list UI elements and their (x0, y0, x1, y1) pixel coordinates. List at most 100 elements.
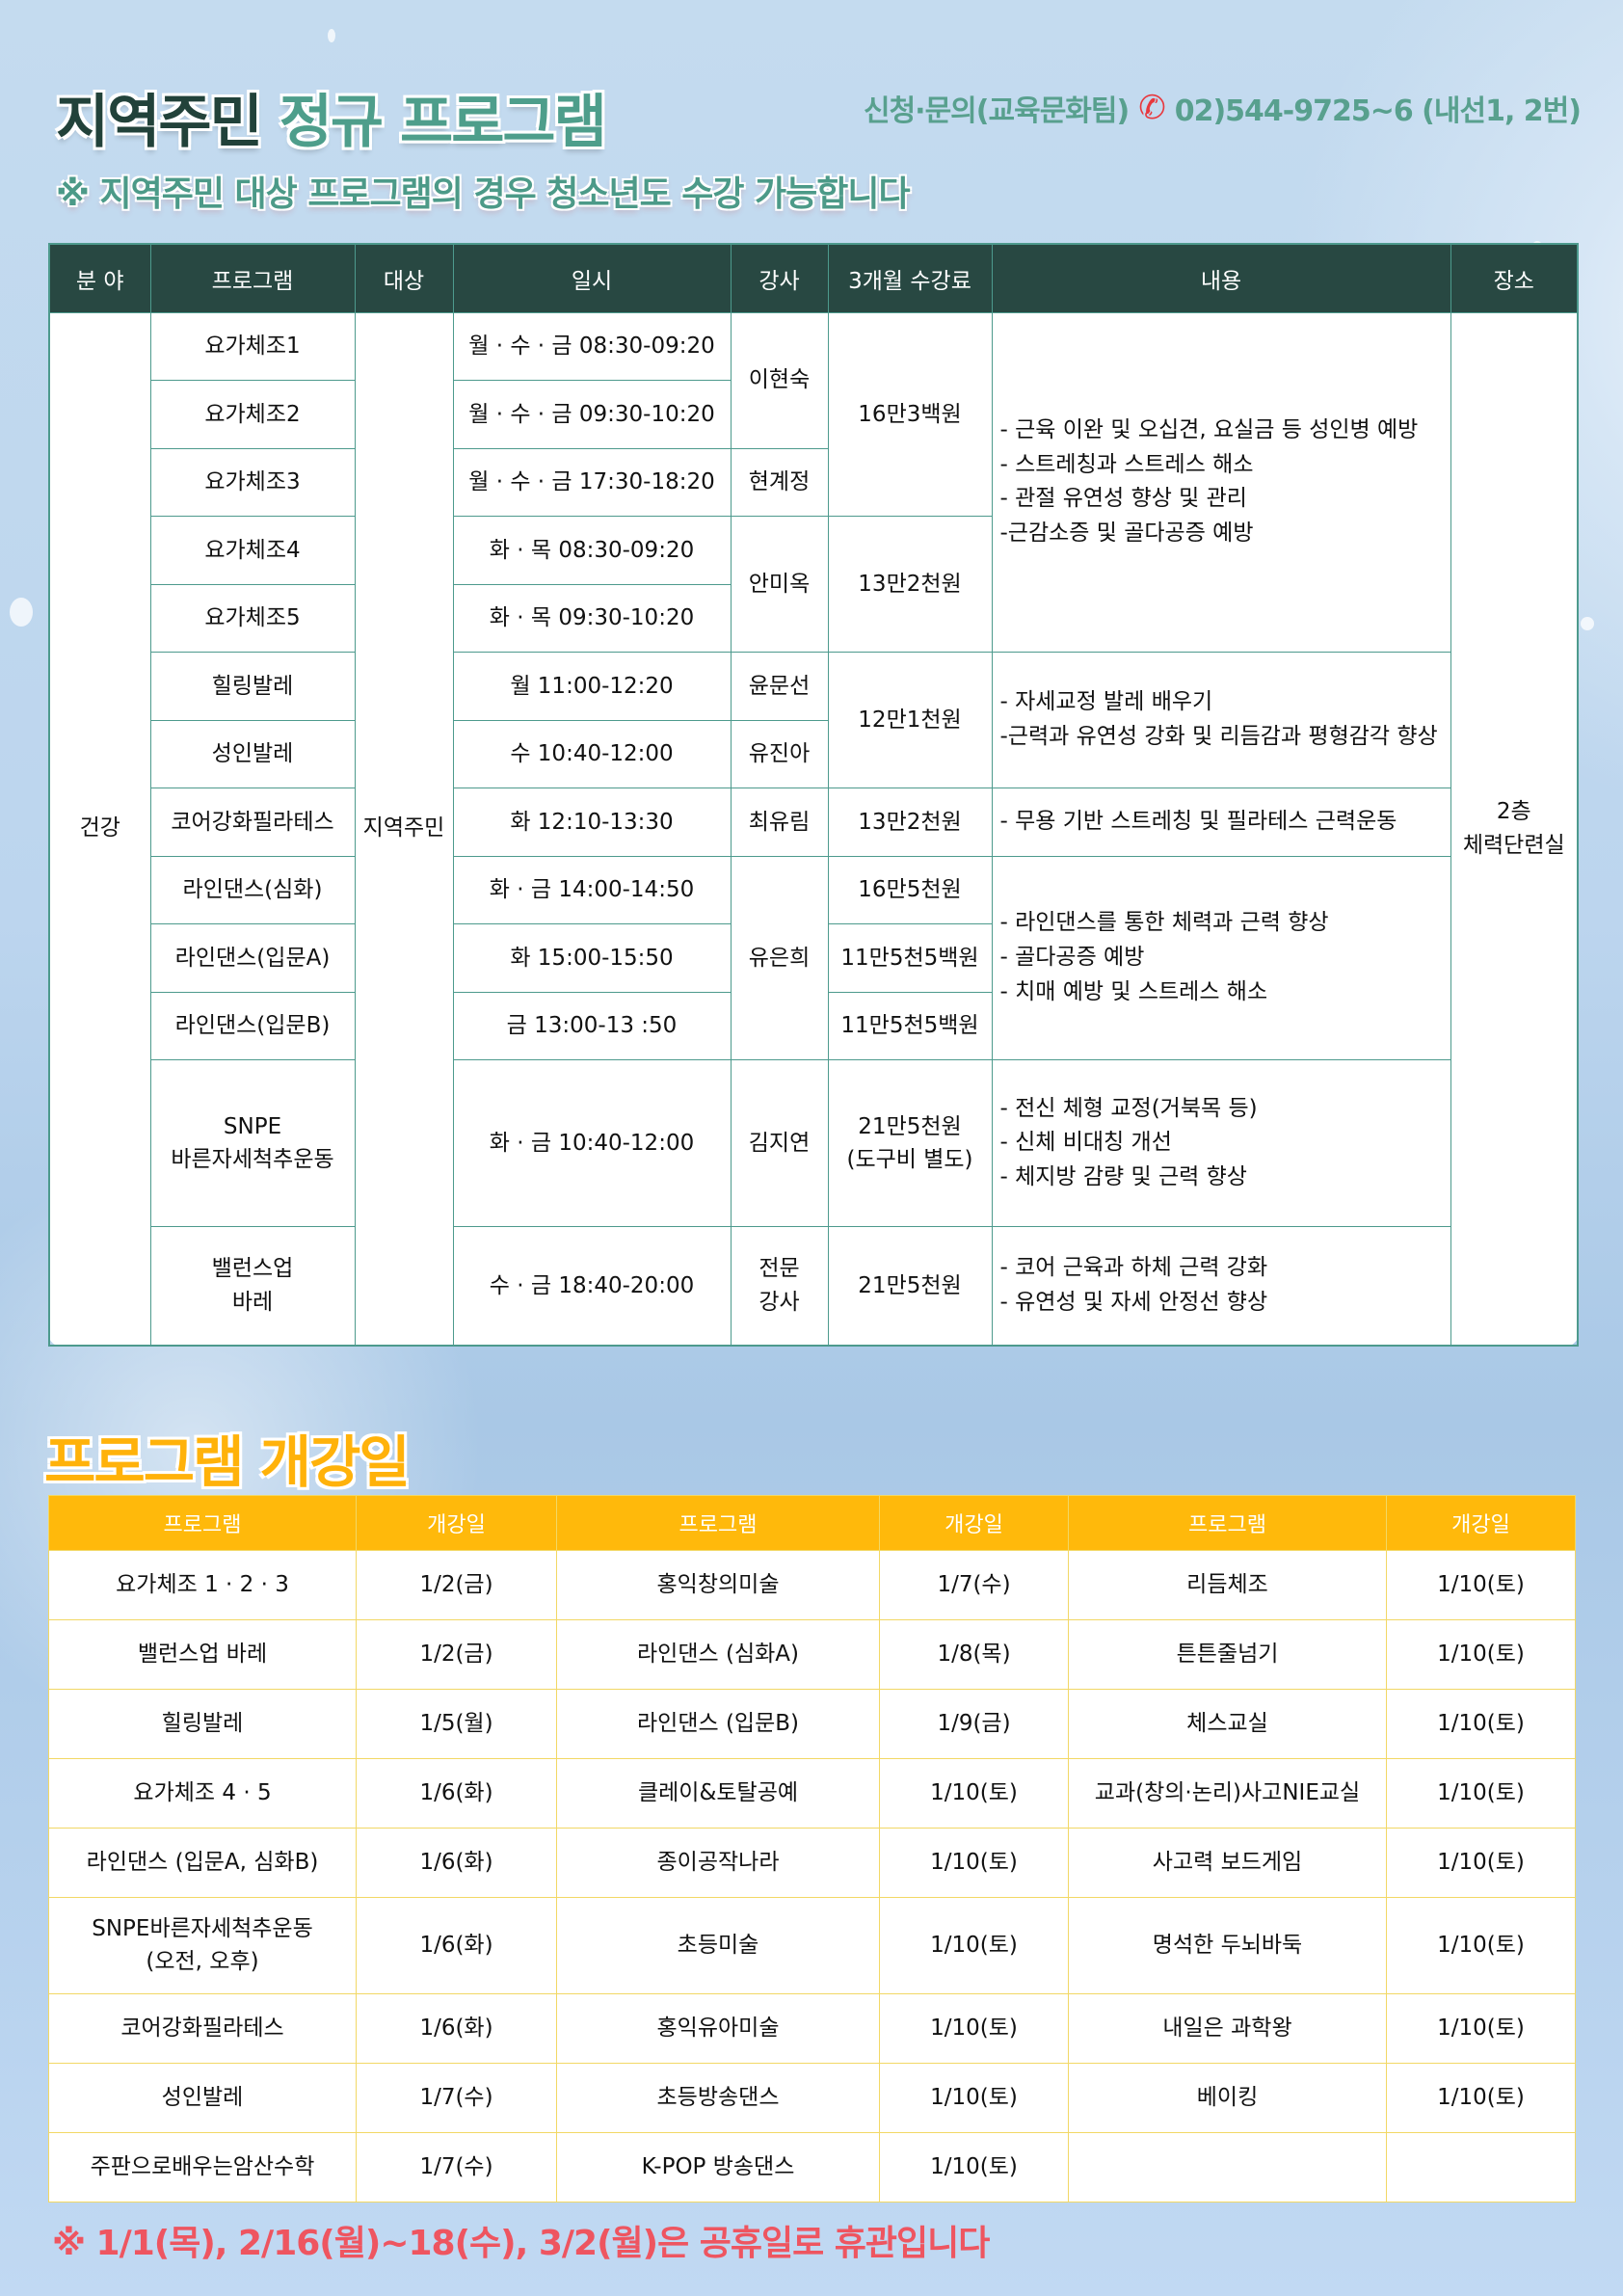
program-cell: 코어강화필라테스 (149, 788, 356, 857)
contact-info: 신청·문의(교육문화팀) ✆ 02)544-9725~6 (내선1, 2번) (864, 87, 1582, 129)
table-row: SNPE 바른자세척추운동 화 · 금 10:40-12:00 김지연 21만5… (49, 1059, 1578, 1227)
opening-date-cell: 1/10(토) (879, 1758, 1069, 1829)
schedule-table: 분 야 프로그램 대상 일시 강사 3개월 수강료 내용 장소 건강 요가체조1… (48, 243, 1579, 1347)
opening-date-cell: 1/10(토) (1386, 1828, 1576, 1898)
time-cell: 화 · 금 14:00-14:50 (452, 855, 732, 924)
program-cell: 힐링발레 (48, 1689, 357, 1759)
fee-cell: 21만5천원 (827, 1226, 993, 1346)
opening-date-cell: 1/2(금) (356, 1619, 557, 1690)
time-cell: 화 · 목 08:30-09:20 (452, 516, 732, 585)
time-cell: 수 10:40-12:00 (452, 719, 732, 788)
column-header: 개강일 (1386, 1495, 1576, 1551)
opening-date-cell: 1/10(토) (1386, 1897, 1576, 1994)
place-cell: 2층 체력단련실 (1450, 311, 1579, 1346)
column-header: 프로그램 (1068, 1495, 1387, 1551)
table-row: 코어강화필라테스 1/6(화) 홍익유아미술 1/10(토) 내일은 과학왕 1/10(토… (48, 1993, 1576, 2064)
holiday-notice: ※ 1/1(목), 2/16(월)~18(수), 3/2(월)은 공휴일로 휴관… (52, 2224, 990, 2263)
table-row: 라인댄스(입문B) 금 13:00-13 :50 11만5천5백원 (49, 991, 1578, 1060)
table-header-row: 프로그램 개강일 프로그램 개강일 프로그램 개강일 (48, 1495, 1576, 1551)
instructor-cell: 윤문선 (730, 652, 829, 721)
opening-date-cell: 1/10(토) (879, 2132, 1069, 2203)
program-cell: 요가체조3 (149, 447, 356, 517)
opening-date-cell: 1/10(토) (1386, 1758, 1576, 1829)
opening-date-cell: 1/6(화) (356, 1897, 557, 1994)
table-row: 요가체조4 화 · 목 08:30-09:20 안미옥 13만2천원 (49, 516, 1578, 653)
table-row: 요가체조3 월 · 수 · 금 17:30-18:20 현계정 (49, 447, 1578, 517)
opening-date-cell: 1/10(토) (1386, 1619, 1576, 1690)
program-cell: 라인댄스 (입문A, 심화B) (48, 1828, 357, 1898)
program-cell: 사고력 보드게임 (1068, 1828, 1387, 1898)
instructor-cell: 전문 강사 (730, 1226, 829, 1346)
opening-date-cell: 1/10(토) (1386, 1689, 1576, 1759)
target-cell: 지역주민 (354, 311, 454, 1346)
opening-date-cell: 1/10(토) (1386, 1550, 1576, 1620)
column-header: 분 야 (48, 243, 151, 313)
snow-decoration (328, 29, 335, 42)
program-cell: 요가체조 4 · 5 (48, 1758, 357, 1829)
program-cell: 요가체조2 (149, 380, 356, 449)
program-cell: 요가체조5 (149, 583, 356, 653)
fee-cell: 12만1천원 (827, 652, 993, 788)
content-cell: - 전신 체형 교정(거북목 등) - 신체 비대칭 개선 - 체지방 감량 및… (991, 1059, 1451, 1227)
time-cell: 수 · 금 18:40-20:00 (452, 1226, 732, 1346)
table-row: SNPE바른자세척추운동 (오전, 오후) 1/6(화) 초등미술 1/10(토) 명석… (48, 1897, 1576, 1994)
instructor-cell: 안미옥 (730, 516, 829, 653)
program-cell: K-POP 방송댄스 (556, 2132, 880, 2203)
opening-date-cell: 1/10(토) (879, 2063, 1069, 2133)
table-row: 라인댄스(입문A) 화 15:00-15:50 11만5천5백원 (49, 923, 1578, 993)
program-cell: 성인발레 (48, 2063, 357, 2133)
program-cell: 튼튼줄넘기 (1068, 1619, 1387, 1690)
opening-date-cell: 1/6(화) (356, 1993, 557, 2064)
field-cell: 건강 (48, 311, 151, 1346)
table-row: 요가체조 1 · 2 · 3 1/2(금) 홍익창의미술 1/7(수) 리듬체조 1/10… (48, 1550, 1576, 1620)
time-cell: 월 · 수 · 금 17:30-18:20 (452, 447, 732, 517)
fee-cell: 21만5천원 (도구비 별도) (827, 1059, 993, 1227)
program-cell: 클레이&토탈공예 (556, 1758, 880, 1829)
column-header: 강사 (730, 243, 829, 313)
opening-date-cell: 1/2(금) (356, 1550, 557, 1620)
program-cell: 코어강화필라테스 (48, 1993, 357, 2064)
opening-date-cell: 1/8(목) (879, 1619, 1069, 1690)
table-row: 밸런스업 바레 수 · 금 18:40-20:00 전문 강사 21만5천원 -… (49, 1226, 1578, 1346)
content-cell: - 자세교정 발레 배우기 -근력과 유연성 강화 및 리듬감과 평형감각 향상 (991, 652, 1451, 788)
content-cell: - 코어 근육과 하체 근력 강화 - 유연성 및 자세 안정선 향상 (991, 1226, 1451, 1346)
column-header: 프로그램 (48, 1495, 357, 1551)
program-cell: 체스교실 (1068, 1689, 1387, 1759)
column-header: 개강일 (879, 1495, 1069, 1551)
program-cell: 라인댄스 (입문B) (556, 1689, 880, 1759)
program-cell: 밸런스업 바레 (48, 1619, 357, 1690)
program-cell: SNPE 바른자세척추운동 (149, 1059, 356, 1227)
opening-date-cell: 1/9(금) (879, 1689, 1069, 1759)
table-row: 밸런스업 바레 1/2(금) 라인댄스 (심화A) 1/8(목) 튼튼줄넘기 1/10(토… (48, 1619, 1576, 1690)
fee-cell: 11만5천5백원 (827, 991, 993, 1060)
program-cell: 성인발레 (149, 719, 356, 788)
program-cell: 주판으로배우는암산수학 (48, 2132, 357, 2203)
opening-date-cell: 1/7(수) (356, 2063, 557, 2133)
opening-date-cell: 1/6(화) (356, 1828, 557, 1898)
program-cell: 베이킹 (1068, 2063, 1387, 2133)
program-cell: 라인댄스(입문A) (149, 923, 356, 993)
instructor-cell: 유진아 (730, 719, 829, 788)
time-cell: 화 · 목 09:30-10:20 (452, 583, 732, 653)
table-row: 라인댄스(심화) 화 · 금 14:00-14:50 유은희 16만5천원 - … (49, 855, 1578, 1060)
program-cell: 내일은 과학왕 (1068, 1993, 1387, 2064)
section-title-opening: 프로그램 개강일 (44, 1429, 411, 1495)
page-title: 지역주민 정규 프로그램 (56, 75, 607, 159)
program-cell (1068, 2132, 1387, 2203)
table-row: 코어강화필라테스 화 12:10-13:30 최유림 13만2천원 - 무용 기… (49, 788, 1578, 857)
column-header: 개강일 (356, 1495, 557, 1551)
snow-decoration (1581, 617, 1594, 630)
table-header-row: 분 야 프로그램 대상 일시 강사 3개월 수강료 내용 장소 (48, 243, 1579, 313)
column-header: 3개월 수강료 (827, 243, 993, 313)
table-row: 힐링발레 1/5(월) 라인댄스 (입문B) 1/9(금) 체스교실 1/10(토) (48, 1689, 1576, 1759)
column-header: 프로그램 (556, 1495, 880, 1551)
program-cell: 명석한 두뇌바둑 (1068, 1897, 1387, 1994)
content-cell: - 무용 기반 스트레칭 및 필라테스 근력운동 (991, 788, 1451, 857)
content-cell: - 라인댄스를 통한 체력과 근력 향상 - 골다공증 예방 - 치매 예방 및… (991, 855, 1451, 1060)
fee-cell: 13만2천원 (827, 516, 993, 653)
program-cell: 홍익유아미술 (556, 1993, 880, 2064)
table-row: 성인발레 수 10:40-12:00 유진아 (49, 719, 1578, 788)
title-part: 지역주민 (56, 89, 263, 156)
opening-date-cell: 1/5(월) (356, 1689, 557, 1759)
column-header: 프로그램 (149, 243, 356, 313)
